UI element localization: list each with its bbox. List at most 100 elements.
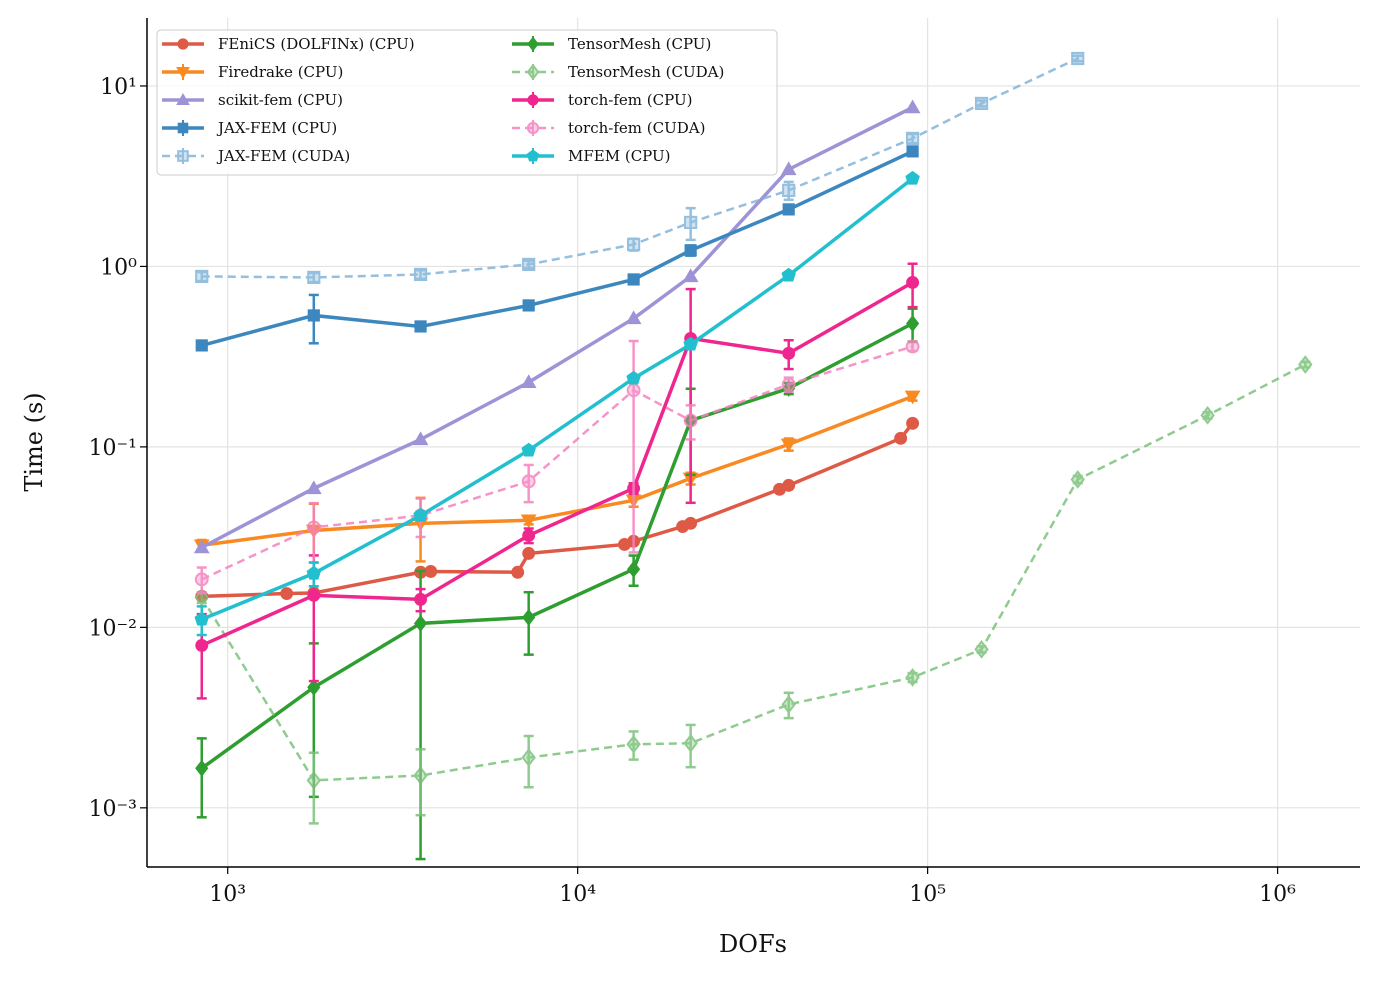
- y-tick-label: 10⁻¹: [89, 436, 137, 461]
- marker: [305, 480, 322, 495]
- marker: [522, 257, 536, 272]
- legend-item: [512, 148, 554, 164]
- marker: [782, 203, 795, 216]
- error-bar: [523, 734, 534, 789]
- marker: [683, 413, 698, 428]
- error-bar: [196, 566, 207, 595]
- legend-label: scikit-fem (CPU): [218, 91, 343, 109]
- marker: [520, 374, 537, 389]
- marker: [684, 244, 697, 257]
- marker: [894, 431, 908, 445]
- y-axis-label: Time (s): [20, 392, 48, 491]
- marker: [522, 299, 535, 312]
- marker: [306, 520, 321, 535]
- marker: [307, 678, 321, 696]
- legend-box: [156, 29, 778, 176]
- marker: [176, 92, 190, 105]
- marker: [682, 268, 699, 283]
- marker: [521, 748, 536, 767]
- legend-item: [512, 63, 554, 81]
- marker: [626, 370, 641, 385]
- marker: [526, 63, 540, 81]
- error-bar: [415, 268, 426, 281]
- legend-item: [162, 64, 204, 80]
- marker: [527, 94, 539, 106]
- marker: [195, 339, 208, 352]
- legend-label: torch-fem (CUDA): [568, 119, 705, 137]
- marker: [526, 149, 540, 162]
- legend-item: [512, 92, 554, 108]
- marker: [974, 96, 989, 111]
- legend-label: JAX-FEM (CPU): [216, 119, 337, 137]
- marker: [904, 99, 921, 114]
- legend-item: [512, 120, 554, 136]
- x-tick-label: 10⁶: [1259, 882, 1296, 907]
- marker: [906, 145, 919, 158]
- marker: [177, 150, 189, 162]
- marker: [280, 587, 294, 600]
- legend-item: [162, 120, 204, 136]
- error-bar: [685, 287, 696, 505]
- marker: [177, 122, 189, 134]
- legend-label: FEniCS (DOLFINx) (CPU): [218, 35, 415, 53]
- marker: [782, 346, 796, 360]
- marker: [904, 390, 921, 405]
- marker: [781, 267, 796, 282]
- marker: [522, 608, 536, 626]
- series-line: [201, 57, 1079, 279]
- x-tick-label: 10⁵: [909, 882, 946, 907]
- marker: [307, 270, 321, 285]
- marker: [626, 734, 641, 754]
- series-line: [200, 105, 914, 550]
- legend-label: Firedrake (CPU): [218, 63, 343, 81]
- marker: [905, 170, 920, 185]
- y-tick-label: 10¹: [100, 75, 137, 100]
- marker: [684, 516, 698, 530]
- marker: [905, 131, 920, 146]
- legend-item: [162, 38, 204, 50]
- marker: [782, 478, 796, 492]
- marker: [307, 309, 320, 322]
- marker: [413, 267, 428, 282]
- error-bar: [685, 723, 696, 769]
- marker: [194, 572, 209, 587]
- marker: [683, 336, 698, 351]
- series-line: [201, 280, 914, 648]
- marker: [306, 565, 322, 580]
- marker: [974, 640, 989, 659]
- legend-item: [512, 36, 554, 52]
- marker: [781, 695, 796, 714]
- marker: [627, 273, 640, 286]
- marker: [193, 539, 210, 554]
- marker: [306, 771, 322, 790]
- x-tick-label: 10³: [209, 882, 246, 907]
- marker: [625, 310, 642, 325]
- marker: [683, 733, 698, 753]
- marker: [527, 36, 539, 52]
- marker: [522, 546, 536, 560]
- marker: [627, 237, 641, 252]
- x-axis-label: DOFs: [719, 930, 787, 958]
- marker: [626, 383, 641, 398]
- marker: [194, 588, 209, 607]
- marker: [195, 269, 209, 284]
- plot-area: [193, 51, 1313, 861]
- series: [193, 99, 921, 554]
- marker: [307, 588, 321, 602]
- series: [194, 170, 920, 637]
- marker: [780, 438, 797, 453]
- marker: [176, 67, 190, 80]
- y-tick-label: 10⁻³: [89, 797, 137, 822]
- series-line: [201, 149, 914, 348]
- legend-label: torch-fem (CPU): [568, 91, 692, 109]
- marker: [177, 38, 189, 50]
- marker: [194, 611, 209, 626]
- legend-label: MFEM (CPU): [568, 147, 671, 165]
- marker: [414, 320, 427, 333]
- marker: [906, 416, 920, 430]
- marker: [781, 377, 796, 392]
- x-tick-label: 10⁴: [559, 882, 596, 907]
- series-line: [201, 177, 914, 622]
- marker: [905, 668, 920, 687]
